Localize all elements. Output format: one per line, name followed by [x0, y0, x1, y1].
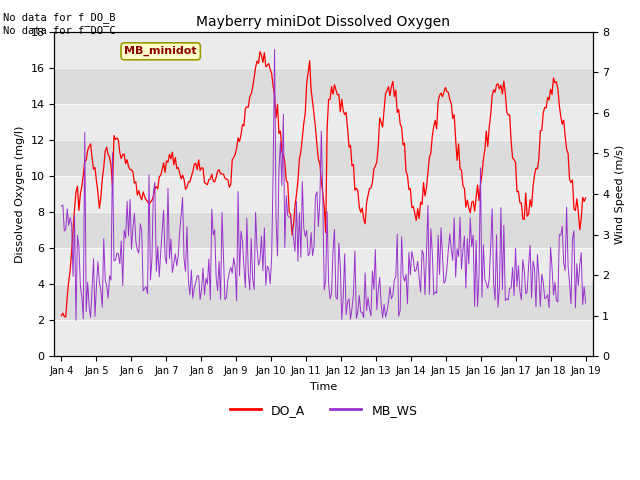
Y-axis label: Wind Speed (m/s): Wind Speed (m/s): [615, 144, 625, 243]
Bar: [54, 140, 593, 176]
Text: No data for f DO_B: No data for f DO_B: [3, 12, 116, 23]
Bar: [54, 284, 593, 320]
Legend: DO_A, MB_WS: DO_A, MB_WS: [225, 398, 422, 421]
Text: No data for f̅DO̅C: No data for f̅DO̅C: [3, 26, 116, 36]
X-axis label: Time: Time: [310, 382, 337, 392]
Text: MB_minidot: MB_minidot: [124, 46, 197, 57]
Title: Mayberry miniDot Dissolved Oxygen: Mayberry miniDot Dissolved Oxygen: [196, 15, 451, 29]
Bar: [54, 212, 593, 248]
Bar: [54, 68, 593, 104]
Y-axis label: Dissolved Oxygen (mg/l): Dissolved Oxygen (mg/l): [15, 125, 25, 263]
